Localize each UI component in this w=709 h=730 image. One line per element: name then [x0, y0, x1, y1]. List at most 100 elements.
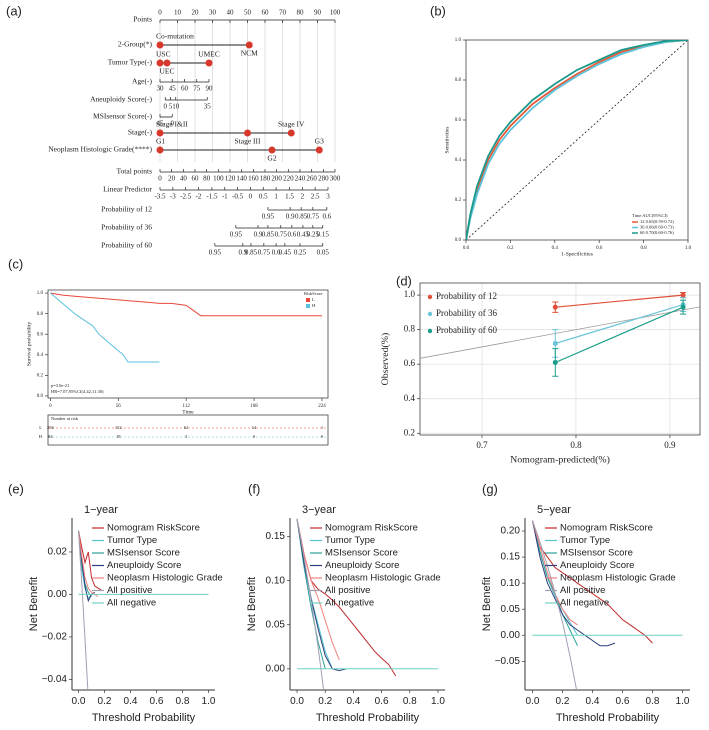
point	[552, 340, 558, 346]
legend-label: All negative	[325, 598, 374, 609]
level-point	[163, 59, 171, 67]
series-line	[296, 518, 340, 661]
tick-label: 0.95	[262, 213, 275, 221]
tick-label: 0.75	[258, 249, 271, 257]
legend-label: Probability of 36	[436, 308, 497, 318]
point	[552, 304, 558, 310]
legend-label: Aneuploidy Score	[107, 560, 181, 571]
x-tick-label: 56	[116, 404, 122, 409]
y-tick-label: 0.05	[266, 619, 286, 630]
tick-label: 100	[330, 9, 341, 17]
legend-label: 36 0.66(0.60-0.73)	[640, 225, 674, 230]
row-label: Points	[133, 15, 152, 24]
x-tick-label: 0	[49, 404, 52, 409]
legend-label: 60 0.70(0.60-0.76)	[640, 230, 674, 235]
risk-count: 62	[184, 425, 189, 430]
level-label: Stage I&II	[156, 120, 188, 129]
tick-label: 100	[213, 175, 224, 183]
series-line	[466, 40, 688, 240]
legend-label: MSIsensor Score	[325, 548, 398, 559]
legend-label: All positive	[107, 585, 152, 596]
tick-label: 0.05	[317, 249, 330, 257]
legend-label: Probability of 12	[436, 291, 497, 301]
tick-label: 10	[174, 9, 182, 17]
legend-label: Tumor Type	[325, 535, 375, 546]
level-point	[315, 146, 323, 154]
risk-count: 14	[252, 425, 257, 430]
tick-label: -1.5	[206, 193, 218, 201]
series-line	[296, 518, 325, 690]
tick-label: 220	[283, 175, 294, 183]
x-tick-label: 0.6	[596, 246, 603, 251]
y-tick-label: 0.8	[404, 324, 416, 334]
tick-label: 0	[164, 103, 168, 111]
reference-line	[466, 40, 688, 240]
y-axis-title: Sensitivities	[444, 127, 450, 154]
row-label: Total points	[116, 167, 152, 176]
tick-label: 0	[171, 120, 175, 128]
level-label: USC	[156, 50, 171, 59]
annotation: HR=7.07,95%CI(4.42,11.30)	[51, 389, 104, 395]
y-tick-label: −0.02	[42, 632, 68, 643]
risk-count: 152	[115, 425, 122, 430]
legend-label: Tumor Type	[560, 535, 610, 546]
series-line	[532, 520, 616, 647]
risk-row-name: L	[39, 425, 42, 430]
level-label: G1	[156, 137, 165, 146]
tick-label: 280	[318, 175, 329, 183]
level-label: UEC	[160, 67, 175, 76]
tick-label: 2	[301, 193, 305, 201]
x-tick-label: 168	[250, 404, 258, 409]
tick-label: 0.85	[295, 213, 308, 221]
y-tick-label: 0.2	[404, 427, 415, 437]
calibration-line	[555, 294, 684, 308]
tick-label: 30	[209, 9, 217, 17]
risk-count: 3	[185, 434, 188, 439]
tick-label: 90	[314, 9, 322, 17]
y-axis-title: Net Benefit	[28, 577, 40, 631]
legend-swatch	[306, 304, 310, 308]
x-tick-label: 0.0	[526, 696, 540, 707]
x-tick-label: 0.0	[463, 246, 470, 251]
tick-label: 0.75	[307, 213, 320, 221]
row-label: Probability of 36	[101, 223, 152, 232]
risk-row-name: H	[39, 434, 43, 439]
tick-label: 0.6	[322, 213, 331, 221]
tick-label: 160	[248, 175, 259, 183]
x-tick-label: 0.6	[616, 696, 630, 707]
tick-label: 0.85	[262, 231, 275, 239]
legend-label: Nomogram RiskScore	[325, 523, 418, 534]
risk-count: 0	[253, 434, 256, 439]
chart-title: 3−year	[302, 504, 336, 516]
x-tick-label: 0.8	[570, 440, 582, 450]
y-tick-label: 1.0	[404, 289, 416, 299]
row-label: Neoplasm Histologic Grade(****)	[48, 145, 152, 154]
row-label: Probability of 60	[101, 241, 152, 250]
legend-swatch	[427, 294, 433, 300]
tick-label: 0.9	[238, 249, 247, 257]
y-axis-title: Net Benefit	[481, 577, 493, 631]
tick-label: 0.9	[254, 231, 263, 239]
y-tick-label: 0.00	[48, 589, 68, 600]
level-point	[156, 59, 164, 67]
panel-label: (e)	[8, 481, 24, 496]
y-tick-label: 0.10	[501, 578, 521, 589]
legend-label: All positive	[325, 585, 370, 596]
legend-label: All positive	[560, 585, 605, 596]
tick-label: 200	[271, 175, 282, 183]
series-line	[466, 40, 688, 240]
legend-label: 12 0.65(0.59-0.72)	[640, 219, 674, 224]
series-line	[296, 518, 347, 672]
legend-title: Time AUC(95%CI)	[632, 213, 668, 218]
legend-swatch	[427, 311, 433, 317]
tick-label: 0.85	[245, 249, 258, 257]
y-tick-label: 0.0	[455, 238, 462, 243]
series-line	[532, 520, 578, 690]
panel-label: (c)	[8, 256, 23, 271]
tick-label: 35	[204, 103, 212, 111]
row-label: Tumor Type(-)	[108, 58, 153, 67]
plot-frame	[47, 289, 329, 399]
risk-table-title: Number at risk	[51, 416, 79, 421]
tick-label: -2.5	[180, 193, 192, 201]
